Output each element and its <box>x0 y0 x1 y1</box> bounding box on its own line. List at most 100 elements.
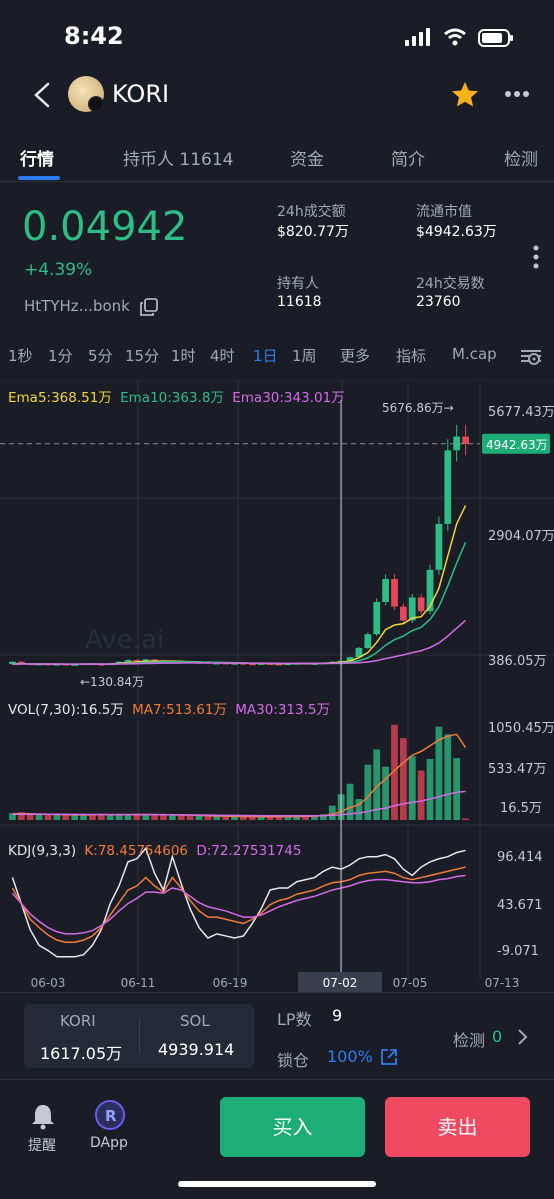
volume-bar <box>435 726 443 820</box>
tab-holders[interactable]: 持币人 11614 <box>123 150 234 170</box>
volume-bar <box>240 816 247 820</box>
crosshair-date-tag <box>298 972 382 992</box>
more-icon[interactable] <box>504 90 530 98</box>
favorite-star-icon[interactable] <box>450 80 480 110</box>
pair-sol-value: 4939.914 <box>158 1040 235 1059</box>
pair-sol-label: SOL <box>180 1012 210 1030</box>
volume-bar <box>213 816 221 820</box>
interval-1w[interactable]: 1周 <box>292 347 317 365</box>
volume-bar <box>399 738 407 820</box>
vol-axis-label: 16.5万 <box>500 801 542 816</box>
crosshair-date: 07-02 <box>323 976 358 990</box>
interval-bar: 1秒 1分 5分 15分 1时 4时 1日 1周 更多 指标 M.cap <box>0 343 554 369</box>
interval-more[interactable]: 更多 <box>340 347 371 365</box>
volume-bar <box>80 814 87 820</box>
stat-label: 24h成交额 <box>277 204 346 220</box>
tab-intro[interactable]: 简介 <box>391 150 425 170</box>
interval-1m[interactable]: 1分 <box>48 347 73 365</box>
candle-body <box>399 606 407 621</box>
candle-body <box>382 579 389 603</box>
volume-bar <box>320 814 327 820</box>
price-axis-label: 386.05万 <box>488 654 547 669</box>
volume-bar <box>44 814 52 820</box>
check-value[interactable]: 0 <box>492 1027 503 1046</box>
volume-bar <box>204 816 212 820</box>
volume-bar <box>284 816 292 820</box>
volume-bar <box>89 814 96 820</box>
stat-value: $4942.63万 <box>416 224 497 240</box>
kdj-d-line <box>11 874 466 935</box>
volume-bar <box>186 815 194 820</box>
copy-icon[interactable] <box>140 298 158 316</box>
volume-bar <box>257 816 265 820</box>
kdj-d-label: D:72.27531745 <box>196 843 302 859</box>
lock-label: 锁仓 <box>277 1051 310 1070</box>
volume-bar <box>71 815 79 820</box>
current-price-label: 4942.63万 <box>486 438 548 452</box>
kdj-j-line <box>11 846 466 958</box>
check-label[interactable]: 检测 <box>453 1031 486 1050</box>
ema-legend: Ema5:368.51万 Ema10:363.8万 Ema30:343.01万 <box>8 386 345 406</box>
candle-body <box>453 436 461 451</box>
candle-body <box>417 597 425 612</box>
lock-value[interactable]: 100% <box>327 1047 373 1066</box>
kdj-axis-label: 43.671 <box>497 898 543 913</box>
mcap-menu[interactable]: M.cap <box>452 345 497 363</box>
stat-value: 11618 <box>277 294 322 310</box>
chevron-right-icon[interactable] <box>516 1028 528 1046</box>
pool-info <box>0 992 554 1080</box>
interval-1s[interactable]: 1秒 <box>8 347 33 365</box>
bell-icon[interactable] <box>30 1102 56 1130</box>
kline-chart[interactable]: Ave.ai 4942.63万 5677.43万 2904.07万 386.05万 567… <box>0 380 554 992</box>
high-annotation: 5676.86万→ <box>382 401 454 415</box>
tab-market[interactable]: 行情 <box>20 150 54 170</box>
stat-value: 23760 <box>416 294 461 310</box>
candle-body <box>364 634 372 648</box>
dapp-label[interactable]: DApp <box>90 1135 128 1151</box>
interval-1d[interactable]: 1日 <box>253 347 278 365</box>
volume-bar <box>106 814 114 820</box>
stats-more-icon[interactable] <box>532 244 540 270</box>
interval-5m[interactable]: 5分 <box>88 347 113 365</box>
volume-bar <box>444 734 452 820</box>
volume-bar <box>231 816 238 820</box>
interval-1h[interactable]: 1时 <box>171 347 196 365</box>
volume-bar <box>97 814 105 820</box>
x-axis-label: 06-03 <box>31 976 66 990</box>
pair-token-label: KORI <box>60 1012 96 1030</box>
chart-settings-icon[interactable] <box>520 347 542 365</box>
candle-body <box>257 663 265 665</box>
external-link-icon[interactable] <box>380 1048 398 1066</box>
tab-funds[interactable]: 资金 <box>290 150 324 170</box>
volume-bar <box>115 814 123 820</box>
remind-label[interactable]: 提醒 <box>28 1138 56 1154</box>
low-annotation: ←130.84万 <box>80 675 144 689</box>
volume-bar <box>62 815 70 820</box>
interval-4h[interactable]: 4时 <box>210 347 235 365</box>
pair-divider <box>139 1018 140 1054</box>
volume-bar <box>346 783 354 820</box>
home-indicator <box>178 1181 376 1187</box>
tab-bar: 行情 持币人 11614 资金 简介 检测 <box>0 140 554 182</box>
interval-15m[interactable]: 15分 <box>125 347 160 365</box>
buy-button[interactable]: 买入 <box>220 1097 365 1157</box>
candle-body <box>9 661 16 665</box>
lp-value: 9 <box>332 1006 343 1025</box>
stat-label: 流通市值 <box>416 204 472 220</box>
indicator-menu[interactable]: 指标 <box>396 347 427 365</box>
vol-legend: VOL(7,30):16.5万 MA7:513.61万 MA30:313.5万 <box>8 698 330 718</box>
price-value: 0.04942 <box>22 204 188 250</box>
volume-bar <box>408 756 416 820</box>
candle-body <box>373 602 381 635</box>
volume-bar <box>426 759 434 820</box>
back-icon[interactable] <box>30 78 54 112</box>
volume-bar <box>151 814 158 820</box>
kdj-label: KDJ(9,3,3) <box>8 843 77 859</box>
candle-body <box>444 450 452 524</box>
sell-button[interactable]: 卖出 <box>385 1097 530 1157</box>
tab-check[interactable]: 检测 <box>504 150 538 170</box>
vol-axis-label: 533.47万 <box>488 762 547 777</box>
candle-body <box>346 657 354 661</box>
kdj-axis-label: -9.071 <box>497 944 539 959</box>
dapp-icon[interactable]: R <box>95 1100 125 1130</box>
